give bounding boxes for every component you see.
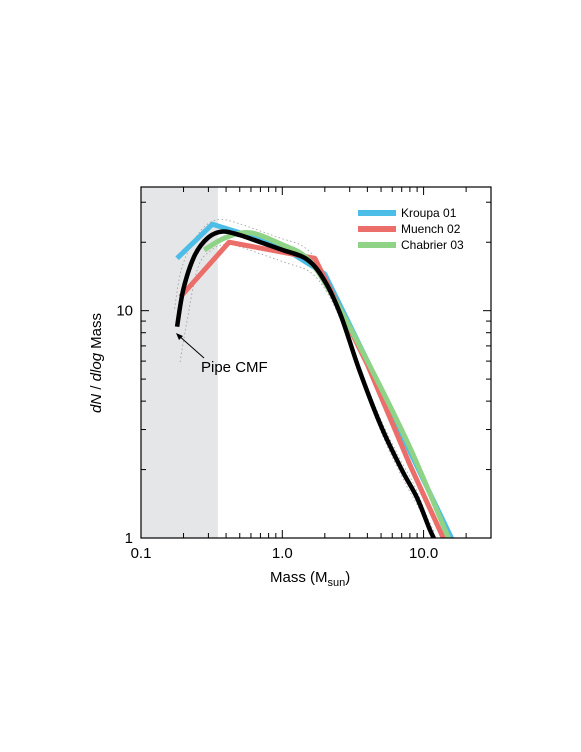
series-layer [174,221,455,538]
y-tick-label: 10 [116,303,133,320]
shaded-region [141,187,218,538]
x-axis-title-close: ) [345,569,350,586]
x-tick-label: 10.0 [409,545,438,562]
pipe-cmf-uncertainty-line [179,243,432,538]
legend-label-chabrier: Chabrier 03 [401,238,464,252]
y-axis-title-dn: dN [88,394,105,413]
muench-02-line [178,239,447,538]
tick-labels: 0.1 1.0 10.0 1 10 [116,303,438,562]
legend-label-muench: Muench 02 [401,222,461,236]
legend-label-kroupa: Kroupa 01 [401,206,457,220]
y-axis-title-slash: / [88,381,105,394]
x-axis-title-main: Mass (M [270,569,328,586]
x-tick-label: 0.1 [131,545,152,562]
x-tick-label: 1.0 [272,545,293,562]
y-axis-title-dlog: dlog [88,352,105,381]
pipe-cmf-annotation-arrow [177,334,205,359]
kroupa-01-line [175,221,455,538]
pipe-cmf-annotation-arrowhead [176,333,183,340]
pipe-cmf-line [174,229,437,538]
axis-ticks [140,187,492,539]
x-axis-title: Mass (Msun) [270,569,350,589]
guide-lines [174,218,436,538]
pipe-cmf-annotation-label: Pipe CMF [201,359,268,376]
legend: Kroupa 01 Muench 02 Chabrier 03 [358,206,464,252]
pipe-cmf-uncertainty-line [174,218,436,534]
y-axis-title: dN / dlog Mass [88,313,105,413]
y-axis-title-mass: Mass [88,313,105,353]
plot-frame [140,186,492,539]
x-axis-title-sub: sun [328,577,346,589]
y-tick-label: 1 [125,530,133,547]
